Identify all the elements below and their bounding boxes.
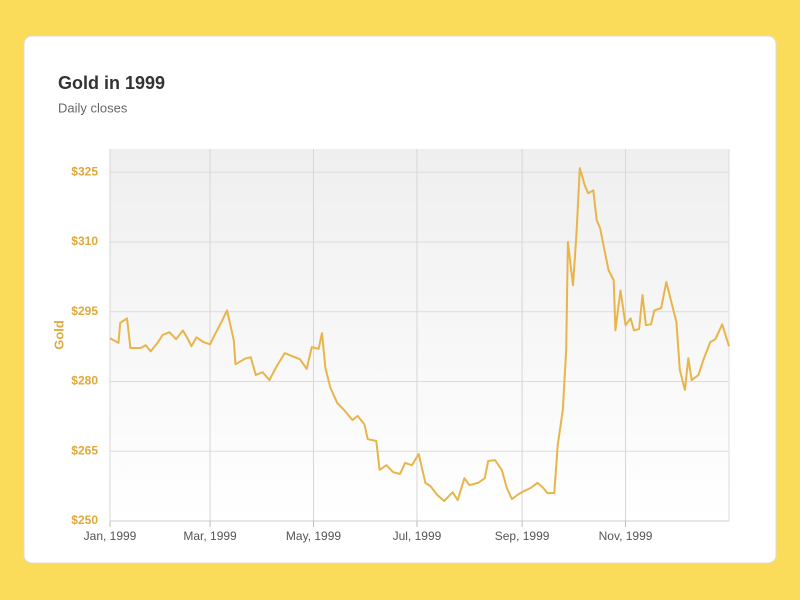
price-line — [109, 167, 730, 502]
y-tick-label: $250 — [71, 513, 98, 527]
x-tick-label: Jul, 1999 — [393, 529, 442, 543]
y-tick-label: $280 — [71, 374, 98, 388]
y-tick-label: $295 — [71, 304, 98, 318]
y-tick-label: $265 — [71, 443, 98, 457]
x-tick-label: Nov, 1999 — [599, 529, 653, 543]
plot-area — [110, 149, 729, 521]
y-tick-label: $325 — [71, 164, 98, 178]
y-tick-label: $310 — [71, 234, 98, 248]
chart-subtitle: Daily closes — [58, 100, 128, 115]
x-tick-label: May, 1999 — [286, 529, 341, 543]
x-tick-label: Sep, 1999 — [495, 529, 550, 543]
x-tick-label: Jan, 1999 — [84, 529, 137, 543]
y-axis-label: Gold — [51, 320, 66, 350]
chart-title: Gold in 1999 — [58, 73, 165, 93]
x-tick-label: Mar, 1999 — [183, 529, 237, 543]
